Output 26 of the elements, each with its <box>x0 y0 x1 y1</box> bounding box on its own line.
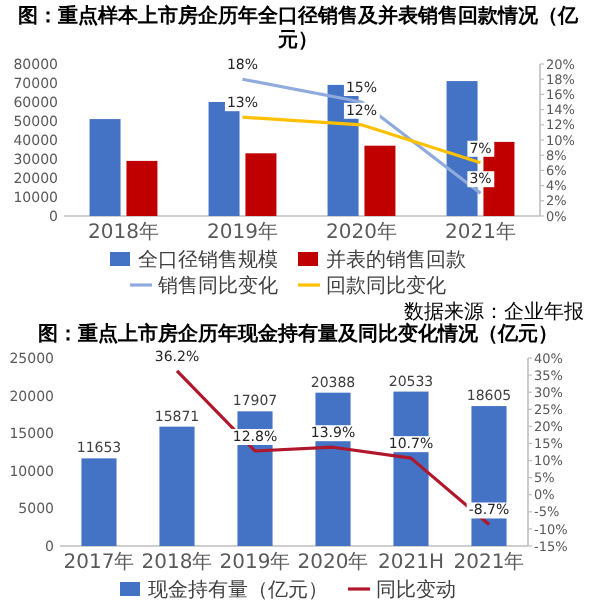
x-tick-label: 2021年 <box>445 220 516 244</box>
bar <box>364 145 396 216</box>
x-tick-label: 2021H <box>378 552 444 574</box>
legend-label: 并表的销售回款 <box>326 248 466 272</box>
bar <box>471 406 507 546</box>
chart-title: 图：重点样本上市房企历年全口径销售及并表销售回款情况（亿元） <box>18 4 580 52</box>
x-tick-label: 2017年 <box>63 550 135 574</box>
legend-label: 销售同比变化 <box>156 274 278 298</box>
x-tick-label: 2019年 <box>219 550 291 574</box>
x-tick-label: 2018年 <box>88 220 159 244</box>
legend-label: 同比变动 <box>376 578 456 600</box>
x-tick-label: 2019年 <box>207 220 278 244</box>
legend-label: 回款同比变化 <box>326 274 446 298</box>
source-note: 数据来源：企业年报 <box>404 300 584 324</box>
legend-label: 现金持有量（亿元） <box>148 578 328 600</box>
bar <box>126 160 158 216</box>
x-tick-label: 2021年 <box>453 550 525 574</box>
x-tick-label: 2020年 <box>297 550 369 574</box>
bar <box>245 153 277 216</box>
x-tick-label: 2018年 <box>141 550 213 574</box>
bar <box>89 119 121 216</box>
legend-label: 全口径销售规模 <box>138 248 278 272</box>
x-tick-label: 2020年 <box>326 220 397 244</box>
bar <box>159 426 195 546</box>
bar <box>81 458 117 546</box>
chart-title: 图：重点上市房企历年现金持有量及同比变化情况（亿元） <box>38 322 558 346</box>
